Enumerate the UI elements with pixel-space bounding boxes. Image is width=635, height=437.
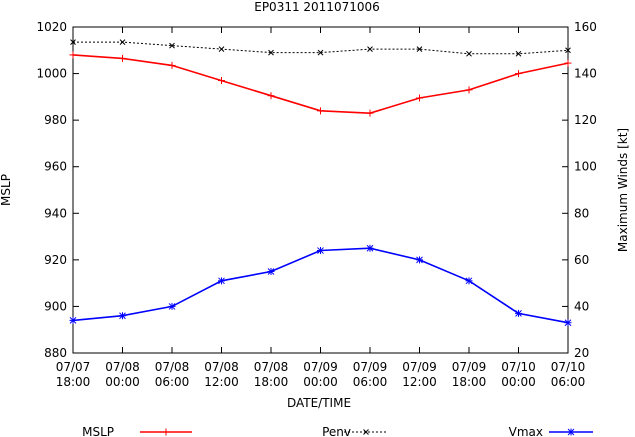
x-tick-label-time: 00:00	[105, 375, 140, 389]
legend-label-vmax: Vmax	[509, 425, 543, 437]
y-left-tick-label: 940	[44, 206, 67, 220]
legend-marker-vmax	[567, 428, 575, 436]
x-tick-label-time: 06:00	[551, 375, 586, 389]
series-point-penv	[565, 47, 571, 54]
x-tick-label-time: 18:00	[452, 375, 487, 389]
series-point-mslp	[218, 77, 225, 85]
series-point-vmax	[416, 256, 423, 264]
x-tick-label-date: 07/09	[303, 360, 338, 374]
x-tick-label-date: 07/09	[353, 360, 388, 374]
series-point-vmax	[564, 319, 572, 327]
y-left-tick-label: 1000	[36, 67, 67, 81]
series-point-mslp	[69, 51, 77, 59]
y-right-tick-label: 60	[574, 253, 589, 267]
x-tick-label-date: 07/09	[452, 360, 487, 374]
y-right-tick-label: 140	[574, 67, 597, 81]
axis-ticks: 880 900 920 940 960 980 1000 1020 20 40 60 80 100 120…	[36, 20, 596, 389]
series-point-penv	[119, 39, 126, 45]
x-tick-label-time: 12:00	[402, 375, 437, 389]
series-point-mslp	[564, 59, 572, 67]
series-point-mslp	[416, 94, 423, 102]
series-point-penv	[416, 46, 423, 52]
y-left-tick-label: 960	[44, 160, 67, 174]
series-point-vmax	[168, 302, 176, 310]
x-tick-label-time: 18:00	[56, 375, 91, 389]
y-left-tick-label: 900	[44, 299, 67, 313]
x-tick-label-date: 07/10	[551, 360, 586, 374]
legend-marker-penv	[363, 429, 369, 435]
y-right-tick-label: 40	[574, 299, 589, 313]
y-right-tick-label: 20	[574, 346, 589, 360]
x-tick-label-time: 00:00	[303, 375, 338, 389]
series-point-penv	[268, 49, 274, 56]
series-point-vmax	[366, 244, 374, 252]
plot-frame	[72, 26, 569, 354]
x-tick-label-date: 07/08	[254, 360, 289, 374]
series-point-penv	[367, 46, 373, 52]
series-point-penv	[515, 50, 522, 57]
series-line-penv	[73, 41, 569, 55]
x-tick-label-time: 06:00	[353, 375, 388, 389]
x-tick-label-date: 07/08	[105, 360, 140, 374]
series-line-mslp	[72, 54, 569, 115]
legend: MSLP Penv Vmax	[82, 425, 593, 437]
series-point-penv	[70, 39, 76, 45]
x-axis-label: DATE/TIME	[287, 396, 351, 410]
y-left-tick-label: 1020	[36, 20, 67, 34]
y-right-tick-label: 100	[574, 160, 597, 174]
series-point-mslp	[317, 107, 324, 115]
series-point-vmax	[267, 268, 275, 275]
series-point-vmax	[465, 277, 473, 285]
legend-label-penv: Penv	[322, 425, 351, 437]
legend-marker-mslp	[162, 428, 170, 436]
series-point-vmax	[218, 277, 225, 285]
y-right-tick-label: 160	[574, 20, 597, 34]
series-point-penv	[466, 50, 472, 57]
y-left-tick-label: 980	[44, 113, 67, 127]
series-layer	[69, 39, 572, 327]
series-point-penv	[218, 46, 225, 52]
series-point-mslp	[267, 92, 275, 100]
series-point-penv	[169, 42, 175, 49]
y-axis-left-label: MSLP	[0, 174, 13, 206]
series-point-mslp	[465, 86, 473, 94]
series-point-mslp	[366, 109, 374, 117]
series-line-vmax	[72, 247, 569, 324]
series-point-vmax	[119, 312, 126, 320]
x-tick-label-date: 07/08	[155, 360, 190, 374]
series-point-vmax	[515, 309, 522, 317]
x-tick-label-date: 07/10	[501, 360, 536, 374]
y-right-tick-label: 120	[574, 113, 597, 127]
series-point-penv	[317, 49, 324, 56]
x-tick-label-date: 07/07	[56, 360, 91, 374]
legend-label-mslp: MSLP	[82, 425, 114, 437]
y-right-tick-label: 80	[574, 206, 589, 220]
series-point-mslp	[119, 54, 126, 62]
y-left-tick-label: 880	[44, 346, 67, 360]
x-tick-label-time: 00:00	[501, 375, 536, 389]
y-axis-right-label: Maximum Winds [kt]	[616, 128, 630, 252]
y-left-tick-label: 920	[44, 253, 67, 267]
x-tick-label-time: 12:00	[204, 375, 239, 389]
chart-title: EP0311 2011071006	[254, 0, 380, 14]
series-point-mslp	[515, 70, 522, 78]
x-tick-label-date: 07/09	[402, 360, 437, 374]
series-point-vmax	[317, 247, 324, 255]
x-tick-label-time: 18:00	[254, 375, 289, 389]
x-tick-label-time: 06:00	[155, 375, 190, 389]
series-point-vmax	[69, 316, 77, 324]
x-tick-label-date: 07/08	[204, 360, 239, 374]
series-point-mslp	[168, 61, 176, 69]
